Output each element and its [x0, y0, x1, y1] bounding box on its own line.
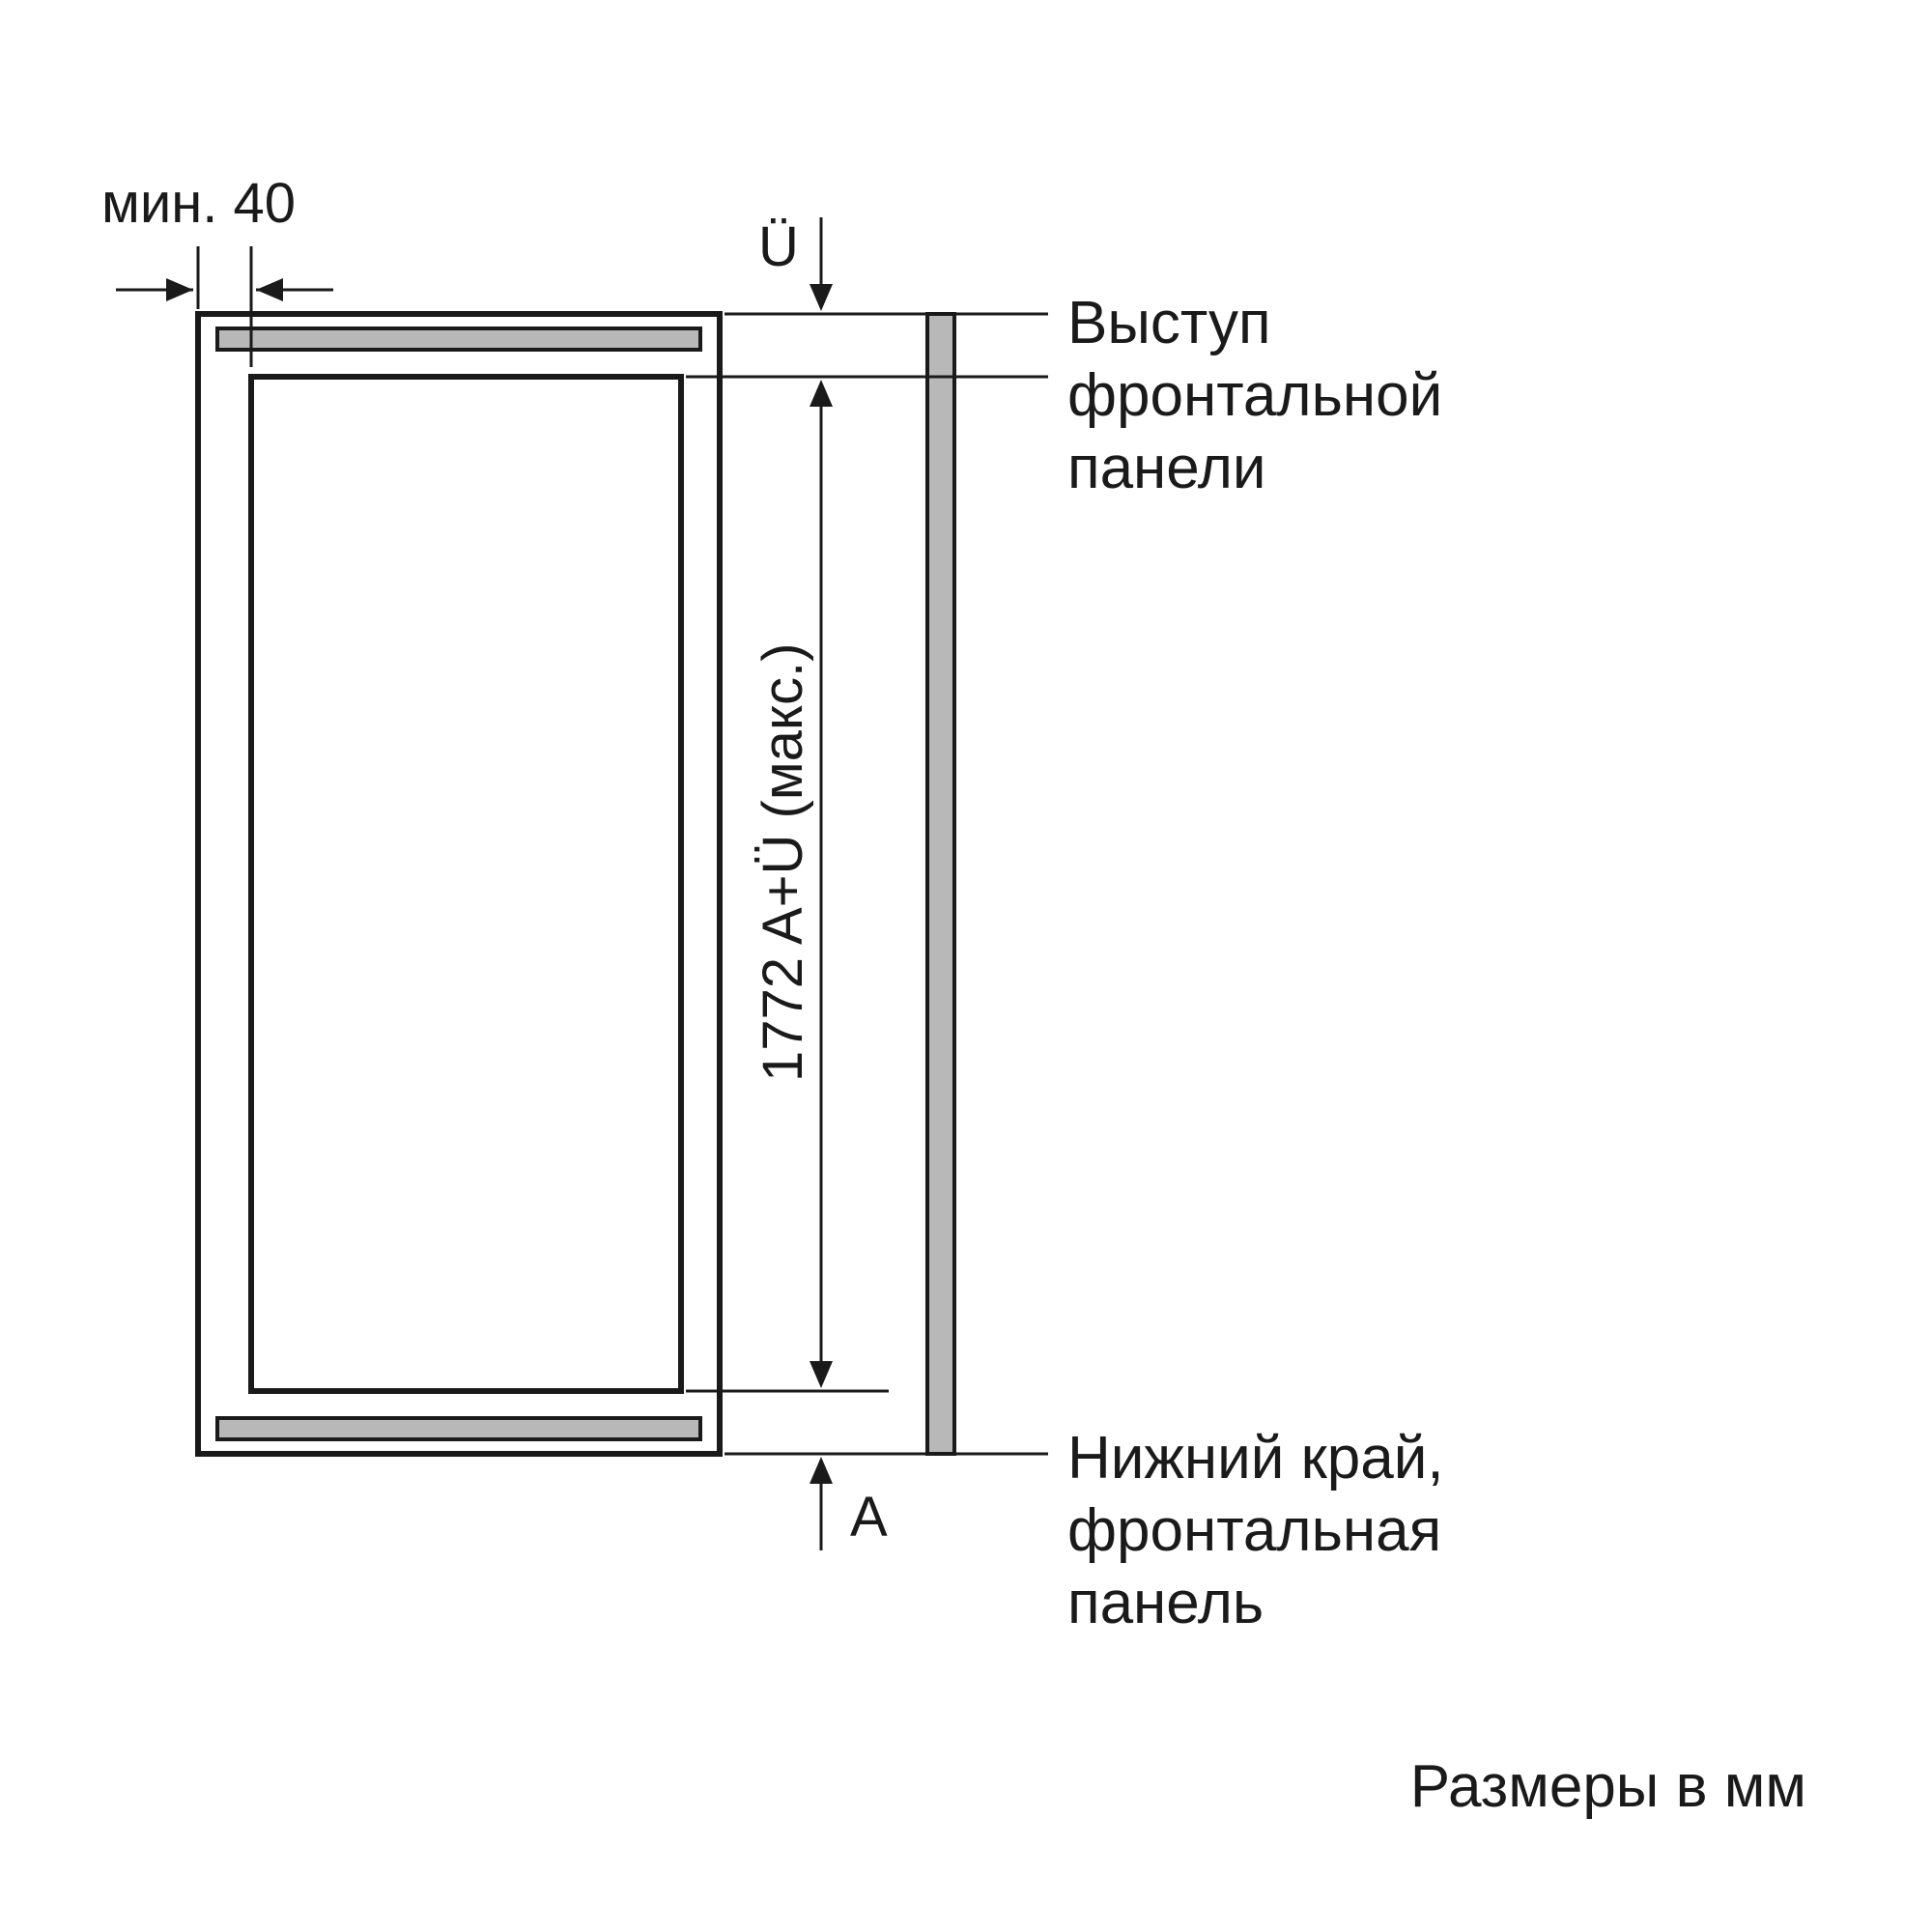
- bottom-dim-label: A: [850, 1486, 888, 1548]
- vertical-dim-label: 1772 A+Ü (макс.): [752, 643, 814, 1082]
- annotation-bottom-2: фронтальная: [1067, 1497, 1441, 1564]
- annotation-top-3: панели: [1067, 435, 1266, 501]
- annotation-top-1: Выступ: [1067, 290, 1271, 356]
- top-dim-label: Ü: [758, 215, 799, 278]
- technical-diagram: мин. 40 Ü 1772 A+Ü (макс.) A Выступ фрон…: [0, 0, 1932, 1932]
- annotation-bottom-1: Нижний край,: [1067, 1425, 1444, 1492]
- annotation-bottom-3: панель: [1067, 1570, 1264, 1636]
- footer-label: Размеры в мм: [1410, 1753, 1806, 1820]
- left-dim-label: мин. 40: [101, 172, 296, 235]
- annotation-top-2: фронтальной: [1067, 362, 1442, 429]
